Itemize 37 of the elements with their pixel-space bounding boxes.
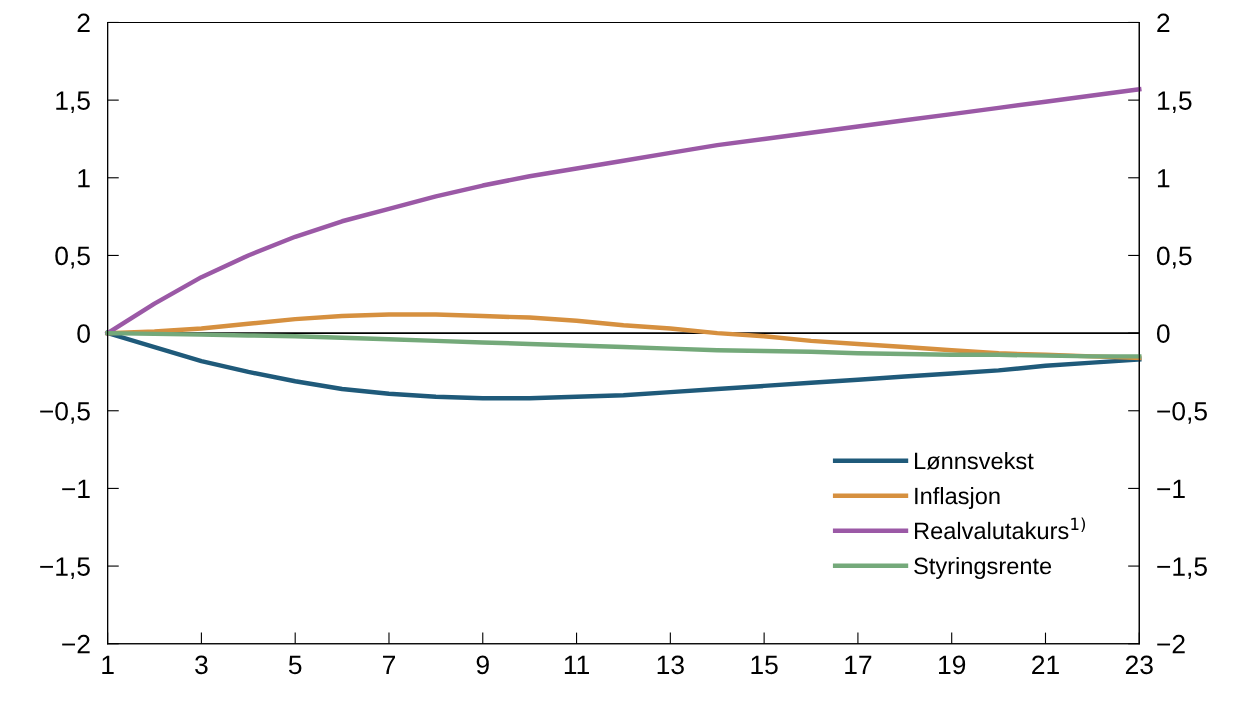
y2-tick-label: 0,5 (1156, 246, 1192, 269)
x-tick-label: 23 (1125, 655, 1153, 675)
x-tick-label: 5 (288, 655, 302, 675)
x-tick-label: 3 (195, 655, 208, 675)
line-series (105, 330, 1142, 401)
y-tick-label: −2 (62, 634, 90, 654)
x-tick-label: 11 (564, 655, 589, 674)
x-tick-label: 7 (383, 655, 395, 674)
y-tick-label: 0 (77, 324, 90, 343)
x-tick-label: 13 (657, 655, 684, 675)
x-tick-label: 19 (939, 655, 966, 675)
x-tick-label: 17 (845, 655, 872, 674)
y2-tick-label: −2 (1157, 634, 1185, 654)
y-tick-label: 2 (77, 13, 90, 33)
y2-tick-label: 1 (1157, 169, 1170, 188)
y-tick-label: 1 (78, 169, 90, 188)
y2-tick-label: −0,5 (1157, 401, 1207, 424)
line-series (105, 330, 1142, 359)
y-tick-label: 1,5 (56, 91, 90, 114)
legend-label: Inflasjon (915, 486, 1000, 509)
legend-label: Realvalutakurs$^{1)}$ (915, 517, 1085, 540)
y-tick-label: 0,5 (55, 246, 90, 269)
y-tick-label: −1,5 (40, 557, 90, 580)
line-series (105, 87, 1142, 336)
x-tick-label: 15 (751, 655, 778, 675)
y2-tick-label: −1,5 (1157, 557, 1207, 580)
x-tick-label: 9 (476, 655, 489, 675)
y2-tick-label: 2 (1157, 13, 1170, 33)
y-tick-label: −0,5 (40, 401, 90, 424)
x-tick-label: 21 (1032, 655, 1059, 674)
legend-label: Lønnsvekst (915, 452, 1034, 470)
y-tick-label: −1 (62, 479, 90, 498)
legend-label: Styringsrente (914, 556, 1052, 579)
y2-tick-label: 1,5 (1157, 91, 1192, 114)
y2-tick-label: −1 (1157, 479, 1185, 498)
y2-tick-label: 0 (1156, 324, 1170, 343)
x-tick-label: 1 (102, 655, 114, 674)
